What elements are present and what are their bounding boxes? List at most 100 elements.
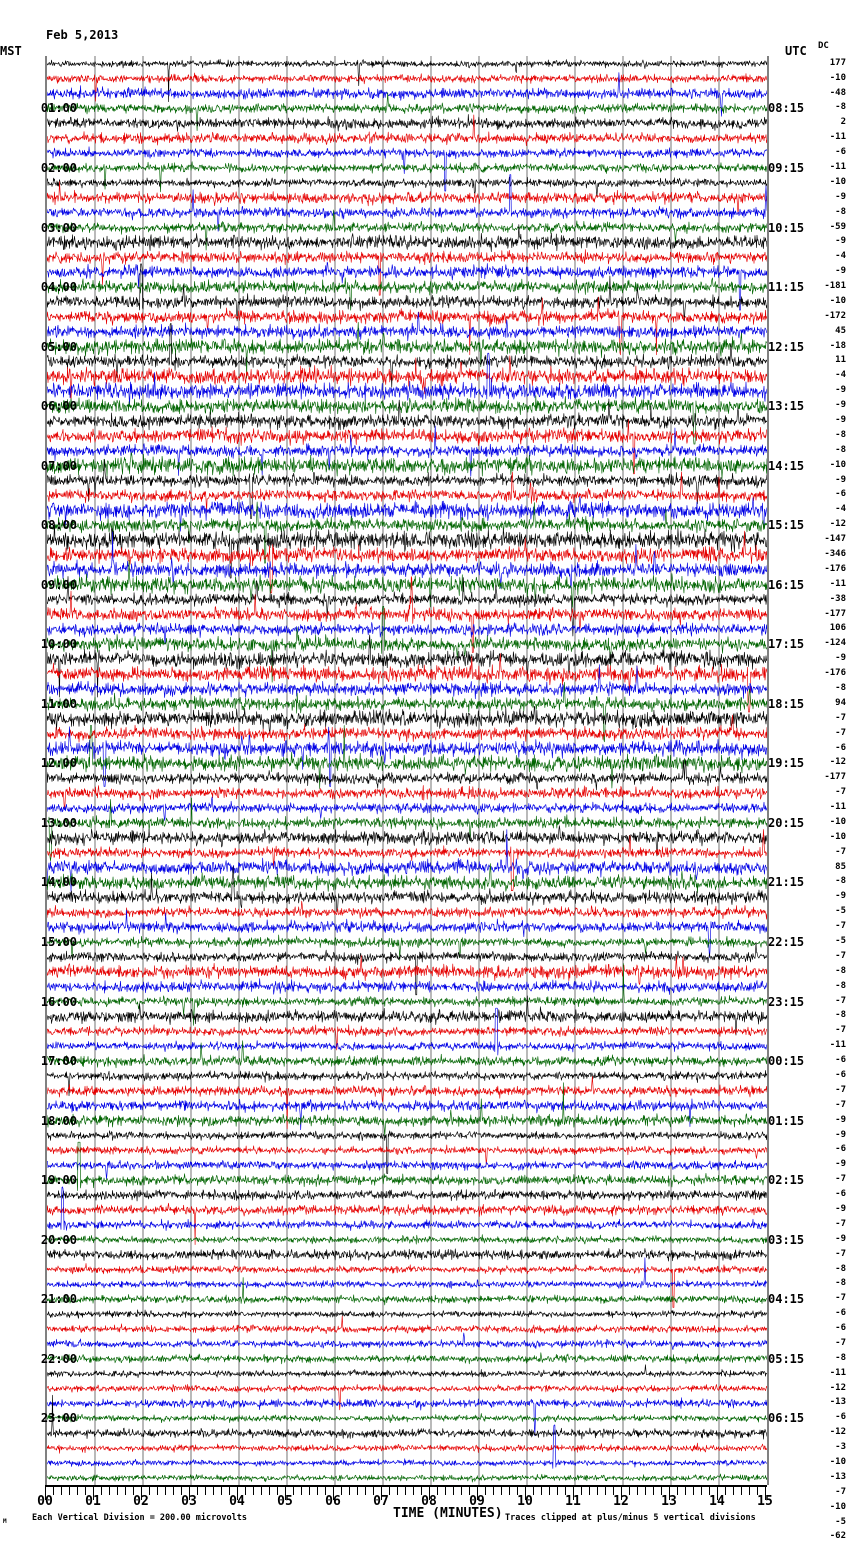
plot-gridlines (94, 56, 720, 1485)
x-axis-minor-tick (373, 1487, 374, 1495)
mst-time-label: 16:00 (40, 994, 77, 1009)
x-axis-minor-tick (557, 1487, 558, 1495)
x-axis-minor-tick (197, 1487, 198, 1495)
dc-value: -5 (835, 906, 846, 917)
dc-value: -8 (835, 429, 846, 440)
dc-value: -124 (824, 638, 846, 649)
mst-time-label: 06:00 (40, 399, 77, 414)
dc-value: -4 (835, 251, 846, 262)
x-axis-minor-tick (461, 1487, 462, 1495)
mst-time-label: 09:00 (40, 577, 77, 592)
x-axis-tick-label: 07 (373, 1494, 389, 1509)
x-axis-minor-tick (749, 1487, 750, 1495)
x-axis-tick-label: 15 (757, 1494, 773, 1509)
x-axis-minor-tick (261, 1487, 262, 1495)
x-axis-minor-tick (709, 1487, 710, 1495)
dc-value: -7 (835, 787, 846, 798)
dc-value: -9 (835, 236, 846, 247)
utc-time-label: 02:15 (768, 1173, 805, 1188)
x-axis-tick-label: 05 (277, 1494, 293, 1509)
x-axis-minor-tick (469, 1487, 470, 1495)
mst-time-label: 15:00 (40, 935, 77, 949)
dc-value: 45 (835, 325, 846, 336)
x-axis-major-tick (333, 1487, 334, 1500)
x-axis-tick-label: 04 (229, 1494, 245, 1509)
dc-value: -11 (829, 802, 846, 812)
x-axis-minor-tick (213, 1487, 214, 1495)
utc-time-label: 08:15 (768, 101, 805, 116)
corner-mark: M (3, 1518, 7, 1525)
header-date: Feb 5,2013 (46, 28, 119, 42)
x-axis-minor-tick (517, 1487, 518, 1495)
x-axis-minor-tick (277, 1487, 278, 1495)
x-axis-minor-tick (221, 1487, 222, 1495)
dc-value: -10 (829, 72, 846, 83)
dc-value: -9 (835, 653, 846, 664)
x-axis-minor-tick (309, 1487, 310, 1495)
dc-value: -6 (835, 1412, 846, 1423)
utc-time-label: 12:15 (768, 339, 805, 354)
dc-value: -4 (835, 504, 846, 515)
x-axis-minor-tick (149, 1487, 150, 1495)
dc-value: -48 (829, 87, 846, 98)
dc-value: -9 (835, 266, 846, 277)
clip-note: Traces clipped at plus/minus 5 vertical … (505, 1513, 756, 1523)
x-axis-minor-tick (637, 1487, 638, 1495)
dc-value: -10 (829, 816, 846, 827)
mst-time-label: 02:00 (40, 160, 77, 175)
dc-value: -8 (835, 965, 846, 976)
utc-time-label: 09:15 (768, 160, 805, 175)
x-axis-minor-tick (229, 1487, 230, 1495)
dc-value: -8 (835, 682, 846, 693)
utc-time-label: 15:15 (768, 518, 805, 533)
dc-value: -176 (824, 668, 846, 678)
x-axis-minor-tick (157, 1487, 158, 1495)
dc-value: -7 (835, 1337, 846, 1348)
dc-value: -10 (829, 1457, 846, 1467)
utc-time-label: 17:15 (768, 637, 805, 652)
dc-value: -12 (829, 757, 846, 768)
x-axis-minor-tick (405, 1487, 406, 1495)
x-axis-major-tick (525, 1487, 526, 1500)
dc-value: -9 (835, 191, 846, 202)
x-axis-minor-tick (317, 1487, 318, 1495)
utc-time-label: 23:15 (768, 994, 805, 1009)
dc-value: -6 (835, 1069, 846, 1080)
utc-time-label: 04:15 (768, 1292, 805, 1307)
dc-value: -7 (835, 1084, 846, 1095)
x-axis-minor-tick (349, 1487, 350, 1495)
dc-value: -9 (835, 1233, 846, 1244)
x-axis-major-tick (573, 1487, 574, 1500)
dc-value: -13 (829, 1397, 846, 1408)
x-axis-minor-tick (357, 1487, 358, 1495)
x-axis-tick-label: 02 (133, 1494, 149, 1509)
dc-value: -10 (829, 176, 846, 187)
dc-value: 85 (835, 861, 846, 872)
dc-value: -8 (835, 1010, 846, 1021)
x-axis-minor-tick (133, 1487, 134, 1495)
dc-value: -13 (829, 1471, 846, 1482)
mst-time-label: 20:00 (40, 1232, 77, 1247)
x-axis-minor-tick (325, 1487, 326, 1495)
x-axis-minor-tick (101, 1487, 102, 1495)
x-axis-tick-label: 10 (517, 1494, 533, 1509)
dc-value: -10 (829, 459, 846, 470)
x-axis-minor-tick (565, 1487, 566, 1495)
dc-value: -5 (835, 1516, 846, 1527)
dc-value: -12 (829, 519, 846, 530)
dc-value: -11 (829, 1367, 846, 1378)
dc-value: 11 (835, 355, 846, 366)
dc-value: -8 (835, 1263, 846, 1274)
utc-time-label: 06:15 (768, 1411, 805, 1426)
x-axis-major-tick (477, 1487, 478, 1500)
x-axis-major-tick (45, 1487, 46, 1500)
mst-time-label: 07:00 (40, 458, 77, 473)
dc-value: -6 (835, 1189, 846, 1199)
dc-value: -8 (835, 1352, 846, 1363)
x-axis-minor-tick (389, 1487, 390, 1495)
x-axis-major-tick (669, 1487, 670, 1500)
x-axis-minor-tick (301, 1487, 302, 1495)
mst-time-label: 23:00 (40, 1411, 77, 1426)
dc-value: -8 (835, 980, 846, 991)
dc-value: -172 (824, 310, 846, 321)
